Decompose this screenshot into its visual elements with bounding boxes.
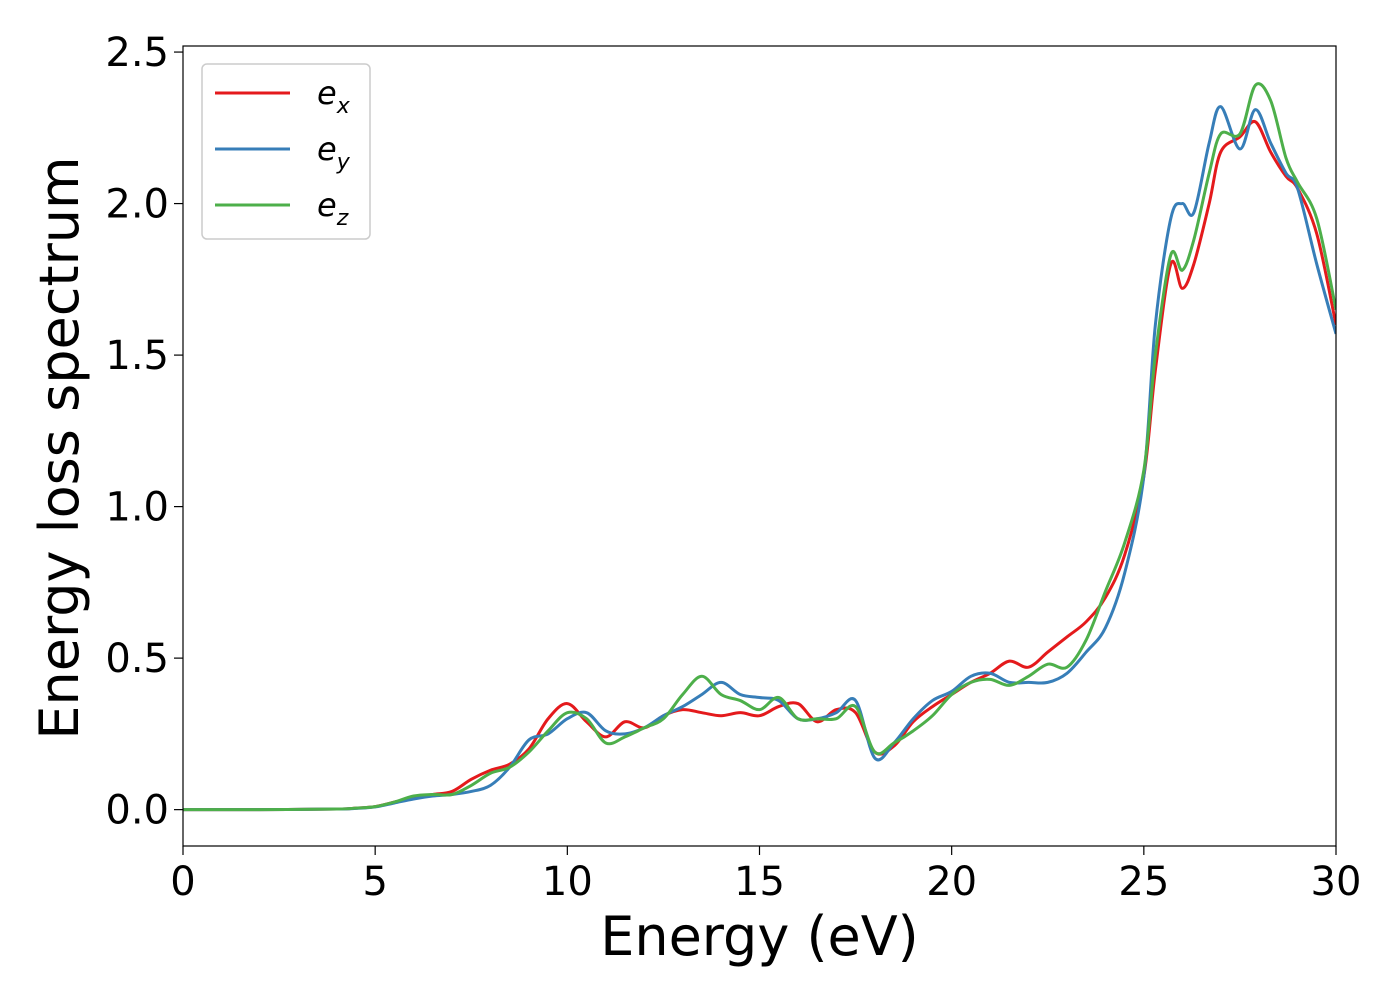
- series-line-ex: [183, 119, 1336, 812]
- y-tick-label: 1.0: [105, 485, 169, 531]
- legend-label: ex: [317, 74, 351, 119]
- series-line-ey: [183, 105, 1336, 812]
- series-layer: [183, 82, 1336, 812]
- y-tick-label: 1.5: [105, 333, 169, 379]
- x-tick-label: 0: [170, 859, 195, 905]
- x-tick-label: 25: [1118, 859, 1169, 905]
- series-line-ez: [183, 82, 1336, 812]
- y-tick-label: 0.0: [105, 788, 169, 834]
- legend-label-subscript: z: [336, 206, 349, 231]
- y-tick-label: 2.0: [105, 182, 169, 228]
- x-tick-label: 5: [362, 859, 387, 905]
- legend-label-subscript: y: [336, 150, 351, 175]
- ticks-layer: 0 5 10 15 20 25 30 0.0 0.5 1.0 1.5 2.0 2.5: [105, 30, 1361, 905]
- x-tick-label: 10: [542, 859, 593, 905]
- legend-label-subscript: x: [336, 94, 351, 119]
- y-tick-label: 0.5: [105, 636, 169, 682]
- legend-box: [201, 63, 371, 240]
- y-tick-label: 2.5: [105, 30, 169, 76]
- x-axis-title: Energy (eV): [600, 905, 919, 968]
- y-axis-title: Energy loss spectrum: [28, 156, 91, 739]
- x-tick-label: 30: [1311, 859, 1362, 905]
- x-tick-label: 15: [734, 859, 785, 905]
- x-tick-label: 20: [926, 859, 977, 905]
